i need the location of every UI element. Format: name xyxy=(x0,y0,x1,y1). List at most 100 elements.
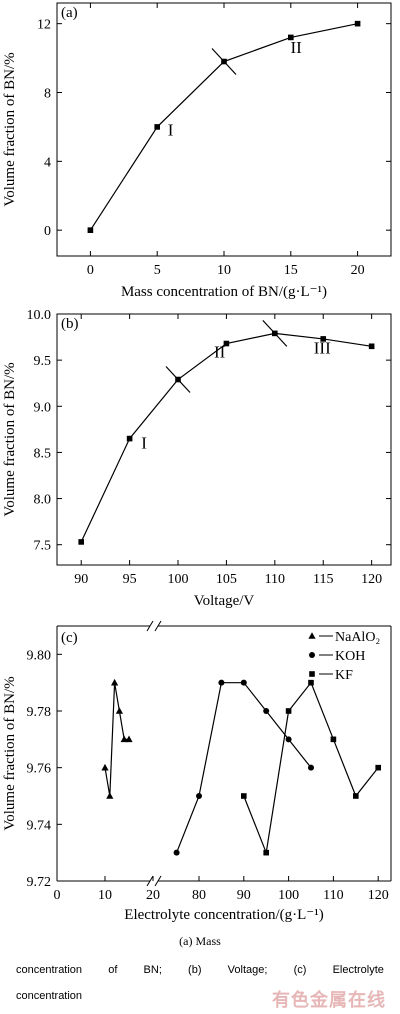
data-point xyxy=(115,707,123,714)
data-point xyxy=(240,679,247,686)
data-point xyxy=(353,793,359,799)
data-point xyxy=(263,708,270,714)
region-label: II xyxy=(290,38,302,57)
region-label: III xyxy=(314,339,331,358)
y-tick-label: 9.78 xyxy=(27,705,52,720)
legend-label: KF xyxy=(335,668,353,683)
x-tick-label: 120 xyxy=(368,888,389,903)
y-tick-label: 9.76 xyxy=(27,762,52,777)
region-divider xyxy=(165,366,191,393)
data-point xyxy=(308,679,314,686)
plot-frame xyxy=(56,2,392,257)
x-tick-label: 100 xyxy=(278,888,299,903)
y-tick-label: 9.0 xyxy=(34,400,52,415)
x-tick-label: 0 xyxy=(54,888,61,903)
data-point xyxy=(106,792,114,799)
y-tick-label: 8 xyxy=(44,86,51,101)
region-label: I xyxy=(168,121,174,140)
x-tick-label: 95 xyxy=(123,572,137,587)
caption-word: Voltage; xyxy=(227,964,268,976)
x-tick-label: 90 xyxy=(74,572,88,587)
figure-caption-line-2: concentration of BN; (b) Voltage; (c) El… xyxy=(16,964,384,976)
y-axis-label: Volume fraction of BN/% xyxy=(2,676,18,830)
data-point xyxy=(120,735,128,743)
y-tick-label: 8.5 xyxy=(34,446,52,461)
series-line xyxy=(80,332,372,543)
x-tick-label: 0 xyxy=(87,263,94,278)
chart-panel-c: (c) 9.72 9.74 9.76 9.78 9.80 0 10 20 80 90 100 110 12… xyxy=(2,620,392,923)
data-point xyxy=(87,227,94,233)
x-tick-label: 20 xyxy=(146,888,160,903)
y-axis-label: Volume fraction of BN/% xyxy=(2,362,18,516)
y-axis-label: Volume fraction of BN/% xyxy=(2,52,18,206)
figure-caption-line-3: concentration xyxy=(16,990,83,1002)
caption-word: Electrolyte xyxy=(332,964,384,976)
data-point xyxy=(368,343,375,350)
x-tick-label: 105 xyxy=(216,572,237,587)
region-label: II xyxy=(214,342,226,361)
y-tick-label: 8.0 xyxy=(34,493,52,508)
y-tick-label: 9.5 xyxy=(34,354,52,369)
data-point xyxy=(125,735,133,743)
axis-break-mark xyxy=(146,875,154,887)
data-point xyxy=(263,849,269,856)
region-label: I xyxy=(141,434,147,453)
y-tick-label: 7.5 xyxy=(34,539,52,554)
data-point xyxy=(375,764,381,771)
x-tick-label: 110 xyxy=(265,572,285,587)
y-tick-label: 10.0 xyxy=(27,308,52,323)
x-axis-label: Electrolyte concentration/(g·L⁻¹) xyxy=(124,907,323,923)
caption-word: of xyxy=(108,964,118,976)
data-point xyxy=(330,736,337,743)
data-point xyxy=(285,708,292,714)
data-point xyxy=(101,763,109,771)
x-tick-label: 80 xyxy=(192,888,206,903)
data-point xyxy=(320,336,327,342)
chart-panel-b: (b) 90 95 100 105 110 115 120 7.5 8.0 8.5 9.0 9.5 10.… xyxy=(2,308,392,609)
plot-frame xyxy=(56,313,392,566)
axis-break-mark xyxy=(146,620,154,632)
data-point xyxy=(309,652,315,658)
y-tick-label: 9.72 xyxy=(27,875,52,890)
data-point xyxy=(288,34,294,41)
y-tick-label: 0 xyxy=(44,224,51,239)
series-line xyxy=(89,23,358,231)
x-axis-label: Mass concentration of BN/(g·L⁻¹) xyxy=(121,284,327,300)
caption-word: concentration xyxy=(16,964,83,976)
x-axis-label: Voltage/V xyxy=(194,593,255,609)
data-point xyxy=(196,793,202,799)
x-tick-label: 110 xyxy=(323,888,343,903)
data-point xyxy=(308,632,316,639)
y-tick-label: 9.74 xyxy=(27,818,52,833)
x-tick-label: 10 xyxy=(98,888,112,903)
data-point xyxy=(173,849,180,856)
y-tick-label: 9.80 xyxy=(27,648,52,663)
data-point xyxy=(126,435,133,442)
data-point xyxy=(354,20,361,27)
region-divider xyxy=(262,319,288,347)
data-point xyxy=(78,539,85,545)
x-tick-label: 5 xyxy=(154,263,161,278)
data-point xyxy=(308,764,314,771)
data-point xyxy=(241,793,247,799)
watermark-logo: 有色金属在线 xyxy=(272,990,386,1011)
caption-word: (b) xyxy=(188,964,202,976)
region-divider xyxy=(211,48,237,75)
x-tick-label: 90 xyxy=(237,888,251,903)
axis-break-mark xyxy=(154,620,162,632)
caption-word: (c) xyxy=(293,964,307,976)
panel-label: (a) xyxy=(61,5,78,21)
data-point xyxy=(223,340,230,347)
data-point xyxy=(111,678,119,686)
data-point xyxy=(285,736,292,743)
legend-label: NaAlO₂ xyxy=(335,630,380,645)
data-point xyxy=(218,679,225,686)
data-point xyxy=(309,671,315,677)
axis-break-mark xyxy=(154,875,162,887)
x-tick-label: 115 xyxy=(313,572,333,587)
x-tick-label: 100 xyxy=(168,572,189,587)
x-tick-label: 120 xyxy=(361,572,382,587)
caption-word: BN; xyxy=(143,964,162,976)
